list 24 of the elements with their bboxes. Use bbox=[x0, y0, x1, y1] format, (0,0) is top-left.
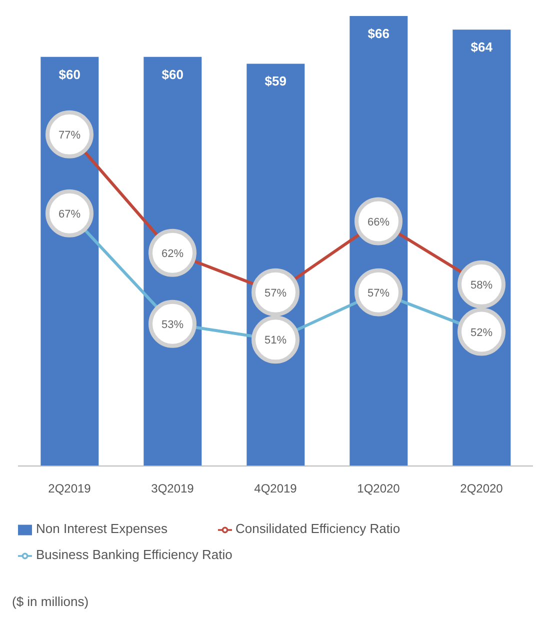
data-label: 58% bbox=[470, 279, 493, 292]
x-tick-label: 2Q2020 bbox=[460, 482, 504, 496]
x-tick-label: 2Q2019 bbox=[48, 482, 92, 496]
data-label: $60 bbox=[58, 66, 81, 82]
legend-label: Business Banking Efficiency Ratio bbox=[36, 547, 232, 562]
legend-label: Consilidated Efficiency Ratio bbox=[236, 521, 400, 536]
x-tick-label: 1Q2020 bbox=[357, 482, 400, 496]
x-tick-label: 4Q2019 bbox=[254, 482, 298, 496]
data-label: $66 bbox=[368, 26, 390, 41]
text: ($ in millions) bbox=[11, 594, 90, 609]
data-label: 77% bbox=[58, 129, 81, 142]
data-label: $59 bbox=[264, 74, 287, 89]
data-label: 57% bbox=[367, 287, 390, 300]
data-label: 62% bbox=[161, 248, 184, 260]
data-label: 53% bbox=[161, 318, 184, 331]
data-label: 51% bbox=[264, 334, 287, 347]
data-label: 66% bbox=[367, 216, 390, 228]
data-label: 67% bbox=[58, 208, 81, 220]
x-tick-label: 3Q2019 bbox=[151, 482, 194, 496]
legend-label: Non Interest Expenses bbox=[36, 521, 168, 536]
data-label: $64 bbox=[470, 40, 494, 55]
data-label: $60 bbox=[162, 66, 184, 82]
data-label: 52% bbox=[470, 326, 493, 339]
data-label: 57% bbox=[264, 287, 287, 300]
